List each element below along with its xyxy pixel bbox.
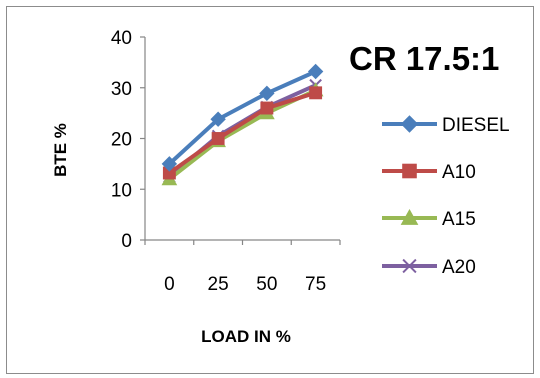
legend-marker-a20 <box>402 258 417 274</box>
legend-marker-a15 <box>400 208 419 225</box>
data-point-a10 <box>211 132 225 145</box>
marker-stroke <box>402 258 417 274</box>
data-point-diesel <box>210 111 226 127</box>
data-point-a10 <box>309 86 323 100</box>
x-tick-label: 0 <box>164 274 175 295</box>
legend-label-a15: A15 <box>442 209 476 230</box>
legend-marker-diesel <box>400 115 419 133</box>
x-tick-label: 25 <box>208 274 229 295</box>
chart-title: CR 17.5:1 <box>349 40 499 77</box>
data-point-diesel <box>161 156 178 172</box>
legend-marker-a10 <box>402 163 417 179</box>
legend-label-diesel: DIESEL <box>442 115 510 136</box>
chart-frame <box>6 6 534 374</box>
legend-label-a10: A10 <box>442 162 476 183</box>
y-tick-label: 30 <box>111 79 132 100</box>
series-line-a10 <box>168 90 317 175</box>
series-line-diesel <box>168 69 317 166</box>
axes <box>140 36 341 245</box>
y-tick-label: 40 <box>111 28 132 49</box>
series-group <box>161 63 324 186</box>
y-tick-label: 10 <box>111 180 132 201</box>
y-axis-title: BTE % <box>51 123 70 177</box>
data-point-diesel <box>307 63 324 80</box>
x-tick-label: 50 <box>256 274 277 295</box>
x-axis-title: LOAD IN % <box>201 327 291 346</box>
legend: DIESEL A10 A15 A20 <box>382 115 510 278</box>
y-tick-label: 20 <box>111 130 132 151</box>
data-point-a10 <box>260 101 274 115</box>
x-tick-label: 75 <box>305 274 326 295</box>
data-point-diesel <box>259 85 275 102</box>
x-tick-labels: 0 25 50 75 <box>164 274 326 295</box>
y-tick-label: 0 <box>121 231 132 252</box>
series-line-a15 <box>168 88 317 181</box>
legend-label-a20: A20 <box>442 257 476 278</box>
y-tick-labels: 0 10 20 30 40 <box>111 28 132 252</box>
